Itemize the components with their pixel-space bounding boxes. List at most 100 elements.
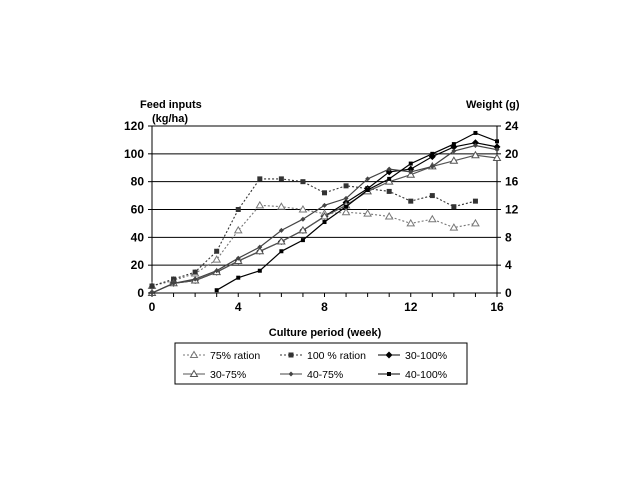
data-point — [255, 200, 265, 209]
y-left-tick-label: 80 — [131, 175, 145, 189]
data-point — [192, 276, 198, 282]
legend-box — [174, 342, 468, 385]
data-point — [255, 246, 265, 255]
legend-label: 100 % ration — [307, 350, 366, 362]
series-4 — [149, 142, 500, 296]
data-point — [386, 188, 392, 194]
data-point — [493, 143, 501, 151]
legend-swatch-marker — [288, 371, 294, 377]
y-left-tick-label: 100 — [124, 147, 144, 161]
data-point — [344, 204, 349, 209]
data-point — [471, 139, 479, 147]
legend-label: 40-100% — [405, 369, 447, 381]
data-point — [300, 216, 306, 222]
data-point — [278, 227, 284, 233]
data-point — [492, 153, 502, 162]
legend-label: 75% ration — [210, 350, 260, 362]
x-tick-label: 12 — [404, 300, 418, 314]
data-point — [341, 207, 351, 216]
data-point — [471, 218, 480, 227]
data-point — [214, 288, 219, 293]
data-point — [149, 283, 155, 289]
data-point — [298, 205, 308, 213]
series-line-0 — [151, 204, 476, 287]
y-right-tick-label: 0 — [505, 286, 512, 300]
data-point — [233, 225, 243, 234]
legend-label: 30-100% — [405, 350, 447, 362]
series-line-5 — [216, 132, 498, 291]
grid-lines — [152, 125, 497, 266]
series-3 — [147, 150, 502, 296]
y-left-axis-label-line1: Feed inputs — [140, 99, 202, 111]
y-right-tick-label: 12 — [505, 203, 519, 217]
data-point — [494, 147, 500, 153]
data-point — [449, 223, 459, 231]
data-point — [451, 148, 457, 154]
legend-item-0: 75% ration — [183, 350, 260, 362]
legend-label: 40-75% — [307, 369, 343, 381]
data-point — [408, 198, 414, 204]
data-point — [257, 268, 262, 273]
legend-item-5: 40-100% — [378, 369, 447, 381]
data-point — [277, 202, 286, 210]
data-point — [365, 176, 371, 182]
data-point — [320, 211, 329, 220]
data-point — [277, 237, 286, 245]
data-point — [343, 183, 349, 189]
data-point — [257, 176, 263, 182]
legend-swatch-marker — [189, 369, 199, 377]
data-point — [214, 248, 220, 254]
series-group — [147, 130, 502, 297]
x-tick-label: 0 — [149, 300, 156, 314]
series-line-1 — [151, 178, 476, 287]
data-point — [236, 275, 241, 280]
data-point — [472, 142, 478, 148]
legend-label: 30-75% — [210, 369, 246, 381]
data-point — [235, 207, 241, 212]
y-left-tick-label: 0 — [137, 286, 144, 300]
data-point — [149, 290, 155, 296]
data-point — [322, 202, 327, 208]
data-point — [343, 195, 349, 201]
data-point — [408, 161, 413, 166]
y-left-tick-label: 60 — [131, 203, 145, 217]
data-point — [406, 218, 416, 227]
y-left-tick-label: 40 — [131, 230, 145, 244]
x-tick-label: 16 — [490, 300, 504, 314]
data-point — [365, 188, 370, 193]
data-point — [451, 142, 456, 147]
legend-item-1: 100 % ration — [280, 350, 366, 362]
series-5 — [214, 130, 499, 293]
y-right-tick-label: 8 — [505, 230, 512, 244]
data-point — [451, 204, 457, 210]
legend: 75% ration 100 % ration 30-100% 30-75% 40-75… — [174, 342, 468, 385]
legend-swatch-marker — [189, 350, 199, 358]
data-point — [235, 255, 241, 261]
x-tick-label: 8 — [321, 300, 328, 314]
legend-swatch-marker — [387, 372, 391, 376]
legend-item-3: 30-75% — [183, 369, 246, 381]
data-point — [322, 220, 327, 225]
y-right-axis-label: Weight (g) — [466, 99, 520, 111]
data-point — [449, 156, 459, 164]
data-point — [471, 150, 480, 159]
data-point — [429, 163, 435, 169]
y-left-axis-label-line2: (kg/ha) — [152, 113, 188, 125]
data-point — [214, 268, 220, 274]
data-point — [300, 179, 306, 185]
y-right-tick-label: 20 — [505, 147, 519, 161]
data-point — [300, 238, 305, 243]
data-point — [363, 209, 372, 217]
data-point — [384, 211, 394, 220]
data-point — [386, 166, 392, 172]
series-0 — [147, 200, 480, 290]
y-right-tick-label: 24 — [505, 119, 519, 133]
data-point — [192, 269, 198, 275]
y-left-tick-label: 120 — [124, 119, 144, 133]
data-point — [408, 169, 414, 175]
data-point — [473, 130, 478, 135]
legend-swatch-marker — [385, 351, 393, 359]
data-point — [429, 193, 435, 199]
